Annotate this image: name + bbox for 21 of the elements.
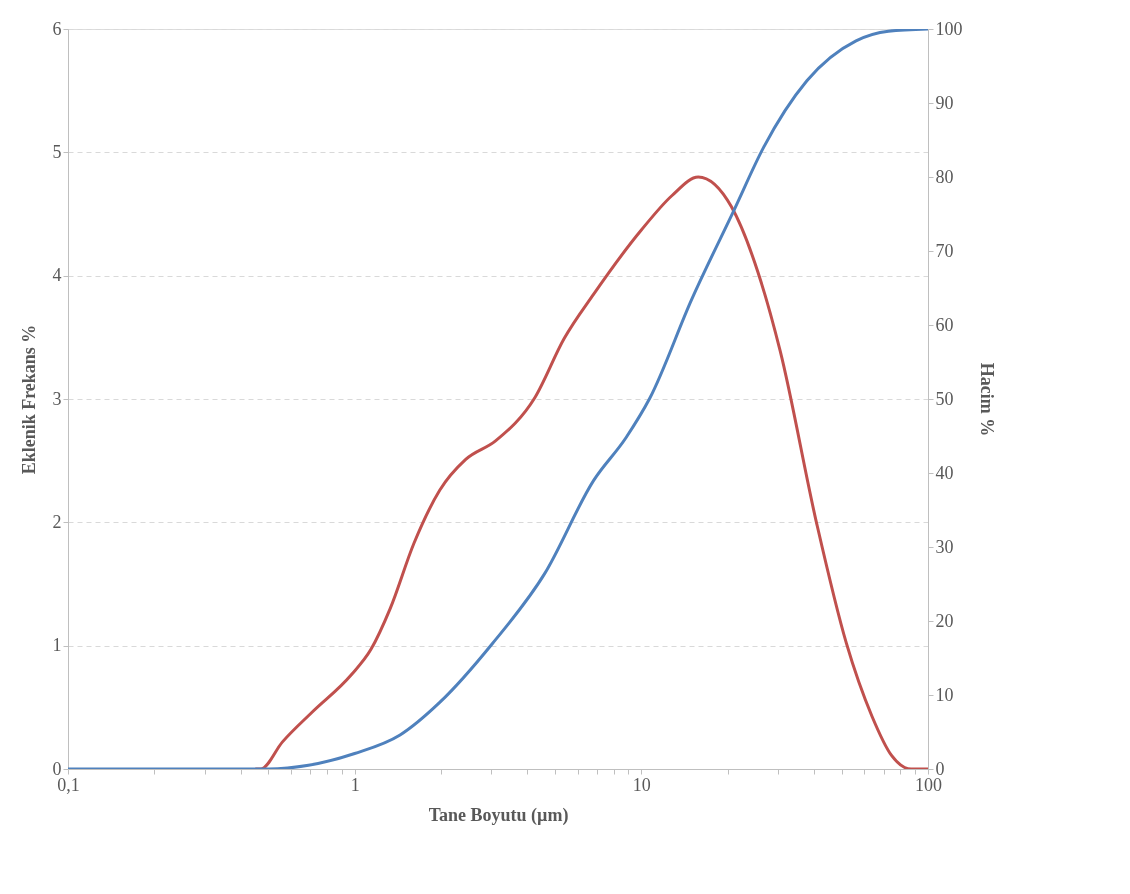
x-tick-label: 10 bbox=[632, 774, 651, 795]
y2-tick-label: 20 bbox=[935, 610, 954, 631]
y-axis-title: Eklenik Frekans % bbox=[18, 324, 39, 475]
y2-tick-label: 50 bbox=[935, 388, 954, 409]
y2-tick-label: 30 bbox=[935, 536, 954, 557]
y2-tick-label: 70 bbox=[935, 240, 954, 261]
y-tick-label: 2 bbox=[52, 511, 62, 532]
x-tick-label: 1 bbox=[350, 774, 360, 795]
y2-tick-label: 40 bbox=[935, 462, 954, 483]
y2-tick-label: 60 bbox=[935, 314, 954, 335]
y2-tick-label: 90 bbox=[935, 92, 954, 113]
y-tick-label: 6 bbox=[52, 18, 62, 39]
y2-tick-label: 80 bbox=[935, 166, 954, 187]
y-tick-label: 1 bbox=[52, 635, 62, 656]
y2-axis-title: Hacim % bbox=[976, 362, 997, 437]
y-tick-label: 3 bbox=[52, 388, 62, 409]
y-tick-label: 5 bbox=[52, 141, 62, 162]
y2-tick-label: 10 bbox=[935, 684, 954, 705]
x-axis-title: Tane Boyutu (µm) bbox=[428, 804, 569, 826]
y2-tick-label: 100 bbox=[935, 18, 963, 39]
y-tick-label: 4 bbox=[52, 265, 62, 286]
